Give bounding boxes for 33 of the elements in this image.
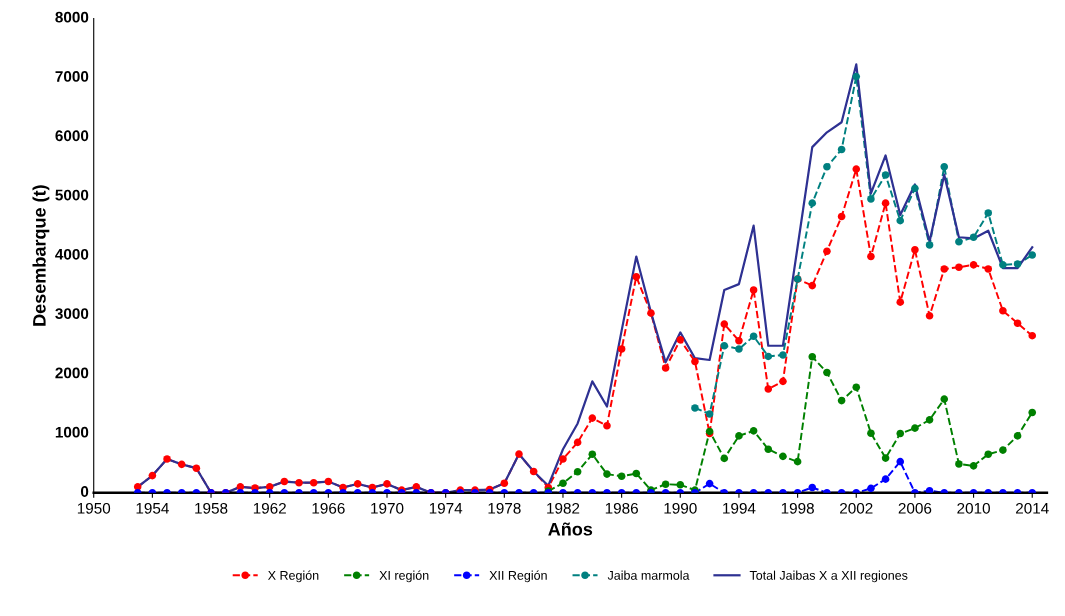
x-tick-label: 2006 [898,502,932,514]
y-axis-title: Desembarque (t) [32,185,50,326]
x-tick-label: 1954 [136,502,169,514]
x-tick-label: 2010 [957,502,990,514]
y-tick-label: 8000 [55,11,89,23]
legend-label: Jaiba marmola [607,570,690,580]
x-tick-label: 1986 [605,502,638,514]
y-tick-label: 7000 [55,71,89,82]
x-tick-label: 1990 [664,502,697,514]
x-tick-label: 1962 [253,502,286,514]
x-tick-label: 1978 [488,502,521,514]
legend-label: XI región [379,570,429,583]
x-axis-title: Años [548,522,593,536]
x-tick-label: 1950 [77,502,111,514]
y-tick-label: 2000 [55,367,89,379]
y-tick-label: 5000 [55,189,89,201]
y-tick-label: 6000 [55,130,89,142]
y-tick-label: 1000 [55,426,89,438]
y-tick-label: 3000 [55,308,89,320]
y-tick-label: 0 [80,486,89,497]
legend-label: Total Jaibas X a XII regiones [749,570,908,583]
x-tick-label: 1958 [195,502,228,514]
x-tick-label: 1998 [781,502,814,514]
y-tick-label: 4000 [55,248,89,260]
x-tick-label: 2002 [840,502,873,514]
x-tick-label: 2014 [1016,502,1049,514]
x-tick-label: 1966 [312,502,345,514]
x-tick-label: 1970 [371,502,404,514]
x-tick-label: 1994 [723,502,756,514]
x-tick-label: 1982 [547,502,580,514]
legend-label: X Región [267,570,319,583]
x-tick-label: 1974 [429,502,463,514]
legend-label: XII Región [489,570,547,583]
